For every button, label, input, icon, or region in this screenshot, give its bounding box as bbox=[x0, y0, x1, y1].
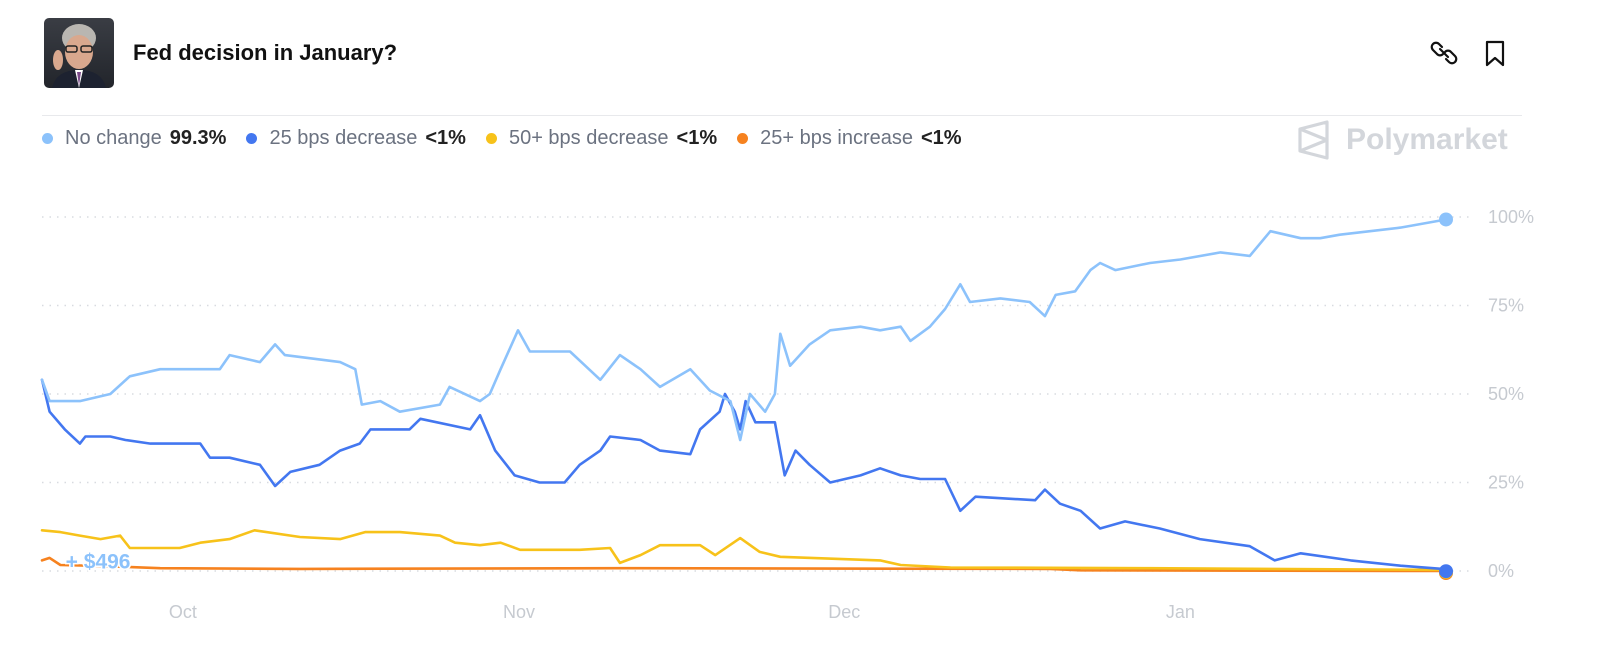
market-title: Fed decision in January? bbox=[133, 40, 398, 65]
market-avatar bbox=[44, 18, 114, 88]
brand-name: Polymarket bbox=[1346, 123, 1508, 156]
legend-item-25-increase: 25+ bps increase <1% bbox=[737, 127, 962, 150]
legend-item-25-decrease: 25 bps decrease <1% bbox=[246, 127, 466, 150]
legend-item-50-decrease: 50+ bps decrease <1% bbox=[485, 127, 718, 150]
series-end-dot bbox=[1439, 212, 1453, 227]
link-icon bbox=[1430, 41, 1458, 65]
series-line-50-bps-decrease bbox=[40, 529, 1448, 572]
x-tick-label: Nov bbox=[503, 602, 535, 622]
y-tick-label: 100% bbox=[1488, 207, 1534, 227]
legend-label: 25 bps decrease bbox=[269, 127, 418, 149]
volume-annotation: + $496 bbox=[66, 550, 131, 573]
legend-dot bbox=[42, 133, 53, 144]
y-tick-label: 25% bbox=[1488, 473, 1524, 493]
legend-label: No change bbox=[65, 127, 162, 149]
series-line-25-bps-decrease bbox=[40, 378, 1448, 571]
legend-dot bbox=[737, 133, 749, 144]
legend-item-no-change: No change 99.3% bbox=[42, 127, 226, 150]
legend-value: <1% bbox=[425, 127, 466, 149]
price-history-chart[interactable]: 0% 25% 50% 75% 100% Oct Nov Dec Jan + $496 bbox=[0, 180, 1600, 659]
bookmark-button[interactable] bbox=[1480, 38, 1510, 68]
x-tick-label: Oct bbox=[169, 602, 197, 622]
legend-label: 50+ bps decrease bbox=[508, 127, 669, 149]
bookmark-icon bbox=[1485, 40, 1505, 67]
y-tick-label: 0% bbox=[1488, 561, 1514, 581]
header-divider bbox=[42, 115, 1522, 116]
chart-legend: No change 99.3% 25 bps decrease <1% 50+ bp… bbox=[42, 127, 982, 150]
series-end-dot bbox=[1439, 564, 1453, 579]
y-tick-label: 50% bbox=[1488, 384, 1524, 404]
legend-value: <1% bbox=[921, 127, 962, 149]
y-tick-label: 75% bbox=[1488, 296, 1524, 316]
legend-dot bbox=[246, 133, 258, 144]
series-line-no-change bbox=[40, 218, 1448, 442]
x-tick-label: Jan bbox=[1166, 602, 1195, 622]
polymarket-logo-icon bbox=[1298, 120, 1329, 160]
legend-dot bbox=[485, 133, 497, 144]
legend-value: 99.3% bbox=[169, 127, 227, 149]
legend-label: 25+ bps increase bbox=[760, 127, 913, 149]
copy-link-button[interactable] bbox=[1429, 38, 1459, 68]
legend-value: <1% bbox=[676, 127, 718, 149]
series-line-25-bps-increase bbox=[40, 556, 1448, 573]
portrait-image bbox=[52, 24, 106, 88]
x-tick-label: Dec bbox=[828, 602, 860, 622]
polymarket-logo: Polymarket bbox=[1296, 120, 1508, 160]
